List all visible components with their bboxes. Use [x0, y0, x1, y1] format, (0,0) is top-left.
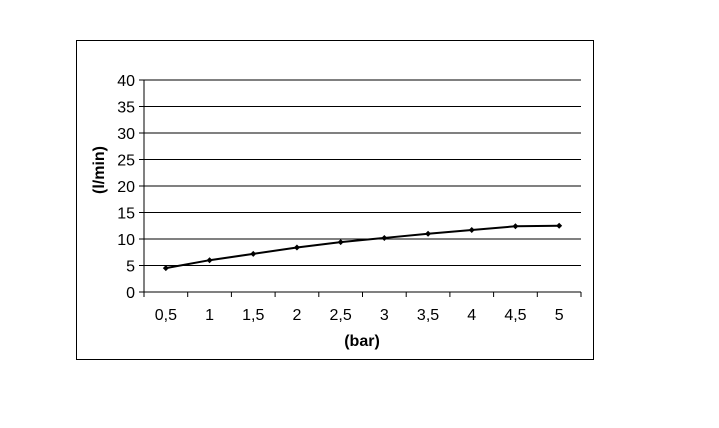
data-point-9: [556, 222, 563, 229]
data-point-6: [425, 230, 432, 237]
y-tick-label-20: 20: [117, 179, 135, 196]
data-point-8: [512, 223, 519, 230]
data-point-1: [206, 257, 213, 264]
data-point-3: [293, 244, 300, 251]
x-tick-labels: 0,5 1 1,5 2 2,5 3 3,5 4 4,5 5: [155, 307, 564, 324]
y-tick-label-40: 40: [117, 73, 135, 90]
y-tick-label-10: 10: [117, 232, 135, 249]
x-tick-label-4: 2,5: [330, 307, 352, 324]
x-tick-label-9: 5: [555, 307, 564, 324]
data-point-5: [381, 234, 388, 241]
y-tick-label-30: 30: [117, 126, 135, 143]
y-axis-title: (l/min): [91, 146, 108, 194]
x-axis-title: (bar): [344, 333, 380, 350]
x-tick-label-8: 4,5: [504, 307, 526, 324]
data-point-0: [162, 265, 169, 272]
y-tick-label-0: 0: [126, 285, 135, 302]
x-tick-label-3: 2: [292, 307, 301, 324]
y-tick-label-5: 5: [126, 259, 135, 276]
y-tick-label-35: 35: [117, 100, 135, 117]
x-tick-label-6: 3,5: [417, 307, 439, 324]
data-point-4: [337, 239, 344, 246]
gridlines: [144, 79, 581, 266]
data-point-2: [250, 250, 257, 257]
chart-frame: 0 5 10 15 20 25 30 35 40 0,5 1 1,5 2 2,5 3 3,5 4 4,5 5 (l…: [76, 40, 594, 360]
x-tick-label-0: 0,5: [155, 307, 177, 324]
series-layer: [162, 222, 563, 272]
series-line-0: [165, 224, 560, 270]
y-tick-label-15: 15: [117, 206, 135, 223]
y-tick-labels: 0 5 10 15 20 25 30 35 40: [117, 73, 135, 302]
x-tick-label-2: 1,5: [242, 307, 264, 324]
x-tick-label-5: 3: [380, 307, 389, 324]
data-point-7: [468, 226, 475, 233]
axes: [139, 79, 582, 297]
line-chart: 0 5 10 15 20 25 30 35 40 0,5 1 1,5 2 2,5 3 3,5 4 4,5 5 (l…: [91, 73, 582, 350]
x-tick-label-7: 4: [467, 307, 476, 324]
y-tick-label-25: 25: [117, 153, 135, 170]
x-tick-label-1: 1: [205, 307, 214, 324]
